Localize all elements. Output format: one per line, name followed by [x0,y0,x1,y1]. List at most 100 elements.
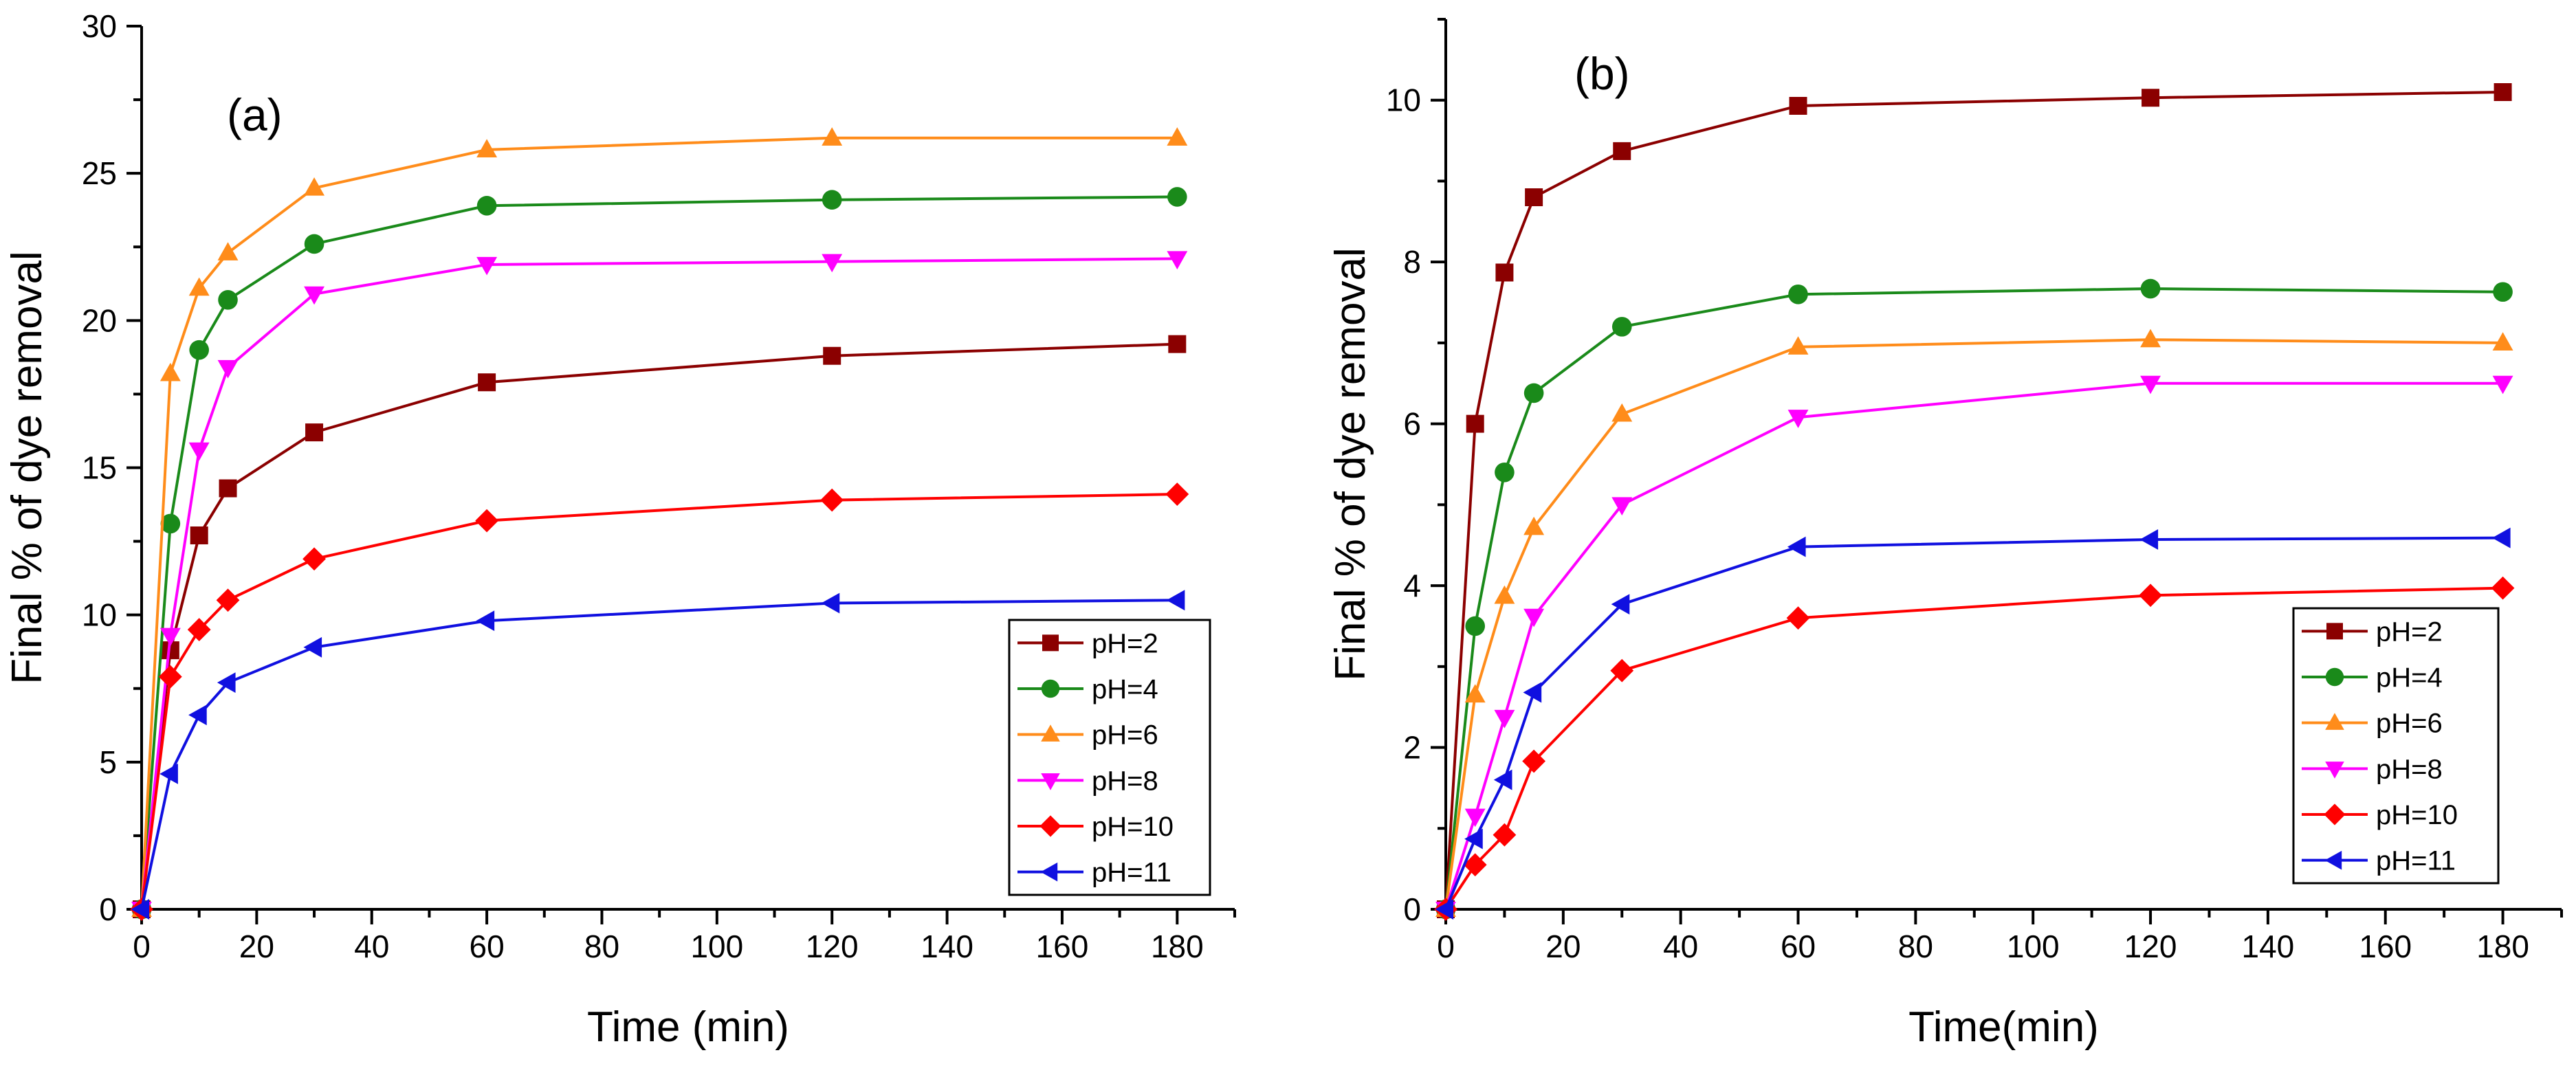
legend-label: pH=11 [2376,846,2456,876]
data-point [475,509,499,533]
legend-label: pH=2 [2376,617,2443,647]
series-line [1444,381,2503,910]
legend-box [1008,619,1211,896]
legend-marker [1041,724,1060,742]
data-point [160,513,181,534]
legend-marker [1041,679,1060,698]
legend-marker [2324,850,2342,870]
legend-marker [1040,862,1058,882]
y-tick-label: 10 [82,597,117,633]
data-point [823,346,841,365]
data-point [1493,769,1512,790]
panel-label: (a) [227,89,283,140]
x-tick-label: 120 [806,929,859,964]
data-point [2492,332,2513,351]
data-point [1466,414,1484,433]
data-point [476,139,498,157]
data-point [1493,823,1517,847]
legend-label: pH=8 [1092,766,1158,796]
data-point [1465,616,1486,636]
legend-label: pH=10 [2376,800,2458,830]
x-tick-label: 160 [2359,929,2412,964]
data-point [187,618,211,641]
y-tick-label: 20 [82,302,117,338]
data-point [1788,284,1808,304]
legend-marker [2325,713,2344,730]
data-point [1167,127,1188,146]
data-point [1495,462,1515,482]
data-point [1523,682,1542,703]
data-point [158,665,182,689]
x-tick-label: 180 [2476,929,2529,964]
data-point [2494,82,2512,101]
x-tick-label: 100 [2007,929,2060,964]
data-point [2140,375,2161,395]
data-point [1523,383,1544,403]
data-point [1435,899,1454,920]
x-tick-label: 20 [239,929,274,964]
data-point [1464,808,1486,828]
x-tick-label: 60 [470,929,505,964]
legend: pH=2 pH=4 pH=6 pH=8 pH=10 pH=11 [2292,607,2500,885]
data-point [159,362,181,381]
x-tick-label: 20 [1545,929,1581,964]
data-point [1522,749,1546,773]
legend-label: pH=11 [1092,858,1171,888]
y-tick-label: 8 [1403,244,1421,280]
x-tick-label: 0 [133,929,151,964]
y-tick-label: 0 [1403,891,1421,927]
data-point [304,177,325,196]
data-point [1611,403,1633,422]
series-ph-11 [1435,527,2511,920]
legend-marker [1039,815,1061,837]
chart-panel-a: 0 20 40 60 80 100 120 140 160 180 0 5 10 15 20 25 30 Time… [3,8,1236,1051]
data-point [2139,529,2159,550]
data-point [1167,251,1188,269]
legend-marker [1042,634,1059,652]
data-point [131,899,150,920]
data-point [159,628,181,647]
data-point [1464,828,1483,850]
x-axis-title: Time(min) [1908,1003,2099,1051]
data-point [304,234,324,254]
data-point [216,588,240,612]
y-tick-label: 5 [99,744,117,780]
series-ph-11 [131,590,1185,920]
x-tick-label: 60 [1781,929,1816,964]
legend-marker [2324,803,2346,825]
data-point [159,764,178,784]
data-point [1165,482,1189,506]
data-point [822,254,843,273]
x-tick-label: 40 [1663,929,1698,964]
data-point [189,340,209,360]
data-point [1787,336,1809,355]
x-tick-label: 40 [354,929,389,964]
legend-label: pH=2 [1092,628,1158,658]
data-point [1787,536,1806,557]
y-tick-label: 30 [82,8,117,44]
data-point [304,286,325,305]
series-line [140,257,1178,910]
data-point [1463,853,1487,877]
x-tick-label: 140 [921,929,973,964]
x-tick-label: 0 [1437,929,1455,964]
y-tick-label: 25 [82,155,117,191]
legend-marker [1041,773,1060,790]
legend-label: pH=4 [2376,663,2443,693]
y-axis-title: Final % of dye removal [3,251,51,685]
legend-marker [2325,667,2344,687]
data-point [1495,263,1514,282]
y-tick-label: 10 [1386,82,1421,118]
series-line [1444,287,2503,910]
data-point [1166,590,1185,611]
series-line [140,493,1178,910]
series-line [140,195,1178,910]
data-point [1167,187,1187,207]
series-line [1444,90,2503,910]
data-point [217,242,239,260]
x-tick-label: 140 [2242,929,2295,964]
data-point [1611,594,1630,615]
x-tick-label: 100 [690,929,743,964]
series-line [1444,536,2503,910]
